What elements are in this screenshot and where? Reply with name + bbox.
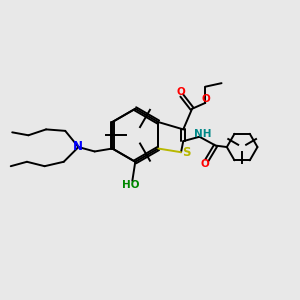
Text: O: O (202, 94, 211, 104)
Text: O: O (200, 159, 209, 169)
Text: NH: NH (194, 129, 211, 140)
Text: N: N (73, 140, 83, 153)
Text: HO: HO (122, 180, 140, 190)
Text: O: O (177, 87, 186, 97)
Text: S: S (182, 146, 190, 159)
